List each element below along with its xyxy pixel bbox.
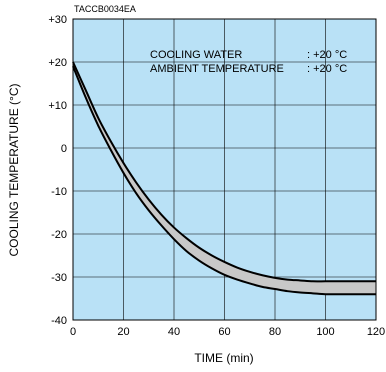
y-tick-label: +30: [48, 14, 67, 26]
y-tick-label: -20: [51, 229, 67, 241]
x-tick-label: 100: [316, 326, 334, 338]
cooling-water-value: : +20 °C: [307, 49, 347, 61]
y-tick-label: -10: [51, 186, 67, 198]
plot-frame: [72, 18, 377, 321]
y-axis-title: COOLING TEMPERATURE (°C): [7, 83, 21, 256]
y-tick-label: +10: [48, 100, 67, 112]
y-tick-label: -30: [51, 272, 67, 284]
x-tick-label: 120: [367, 326, 385, 338]
y-tick-label: 0: [61, 143, 67, 155]
x-axis-title: TIME (min): [194, 351, 253, 365]
series-line-upper: [72, 61, 376, 283]
cooling-water-label: COOLING WATER: [150, 49, 242, 61]
ambient-temperature-value: : +20 °C: [307, 63, 347, 75]
x-axis-ticks: 0 20 40 60 80 100 120: [70, 326, 385, 338]
y-axis-ticks: +30 +20 +10 0 -10 -20 -30 -40: [48, 14, 67, 327]
x-tick-label: 60: [218, 326, 230, 338]
annotation-box: COOLING WATER : +20 °C AMBIENT TEMPERATU…: [150, 49, 347, 75]
chart-code: TACCB0034EA: [74, 4, 136, 14]
x-tick-label: 80: [269, 326, 281, 338]
y-tick-label: -40: [51, 315, 67, 327]
x-tick-label: 40: [168, 326, 180, 338]
x-tick-label: 20: [117, 326, 129, 338]
y-tick-label: +20: [48, 57, 67, 69]
x-tick-label: 0: [70, 326, 76, 338]
ambient-temperature-label: AMBIENT TEMPERATURE: [150, 63, 284, 75]
series-line-lower: [72, 65, 376, 296]
